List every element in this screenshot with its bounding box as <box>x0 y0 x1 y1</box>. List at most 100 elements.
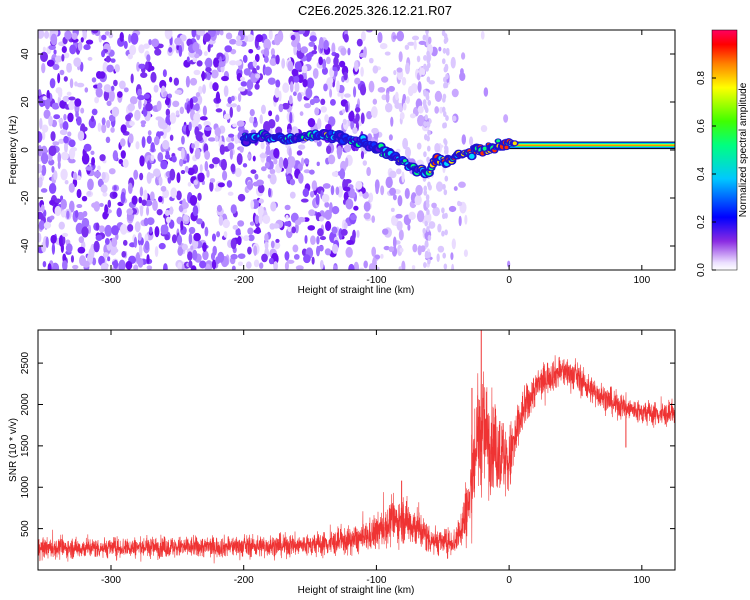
spectrogram-speckle <box>321 193 330 203</box>
spectrogram-speckle <box>398 266 403 270</box>
spectrogram-speckle <box>424 220 428 227</box>
spectrogram-speckle <box>418 40 427 46</box>
spectrogram-speckle <box>118 80 126 90</box>
spectrogram-speckle <box>272 223 280 229</box>
spectrogram-speckle <box>390 116 394 127</box>
spectrogram-speckle <box>294 219 302 226</box>
spectrogram-y-tick-label: 0 <box>20 147 31 153</box>
spectrogram-speckle <box>437 245 445 253</box>
spectrogram-speckle <box>337 92 341 97</box>
spectrogram-speckle <box>81 226 89 238</box>
spectrogram-speckle <box>48 44 56 51</box>
spectrogram-speckle <box>90 115 95 122</box>
spectrogram-speckle <box>273 261 278 270</box>
spectrogram-speckle <box>264 241 269 250</box>
spectrogram-speckle <box>186 153 190 163</box>
spectrogram-speckle <box>405 96 410 104</box>
spectrogram-speckle <box>346 239 354 246</box>
spectrogram-speckle <box>145 102 153 112</box>
colorbar-tick-label: 0.6 <box>696 119 707 133</box>
spectrogram-speckle <box>40 152 49 165</box>
spectrogram-speckle <box>443 263 448 270</box>
spectrogram-speckle <box>202 242 207 253</box>
ridge-blob <box>496 139 500 143</box>
spectrogram-speckle <box>63 113 67 121</box>
spectrogram-speckle <box>275 54 280 65</box>
spectrogram-speckle <box>237 253 246 260</box>
spectrogram-speckle <box>169 76 173 83</box>
spectrogram-speckle <box>330 98 336 106</box>
spectrogram-speckle <box>372 98 378 105</box>
spectrogram-speckle <box>442 183 446 190</box>
spectrogram-speckle <box>169 134 174 141</box>
spectrogram-speckle <box>235 40 243 47</box>
spectrogram-speckle <box>434 142 441 153</box>
spectrogram-speckle <box>427 62 431 69</box>
spectrogram-speckle <box>91 108 98 116</box>
spectrogram-speckle <box>180 147 185 160</box>
spectrogram-speckle <box>340 47 347 56</box>
spectrogram-speckle <box>181 135 185 145</box>
spectrogram-speckle <box>216 52 224 60</box>
spectrogram-speckle <box>197 172 205 183</box>
spectrogram-speckle <box>435 181 444 192</box>
spectrogram-speckle <box>423 63 427 70</box>
spectrogram-speckle <box>69 44 77 55</box>
spectrogram-speckle <box>69 200 75 213</box>
spectrogram-speckle <box>231 265 236 270</box>
spectrogram-speckle <box>154 246 159 258</box>
spectrogram-speckle <box>425 121 430 128</box>
spectrogram-speckle <box>327 116 336 127</box>
spectrogram-speckle <box>51 242 56 255</box>
spectrogram-speckle <box>81 153 90 165</box>
spectrogram-speckle <box>99 154 106 162</box>
spectrogram-speckle <box>83 44 91 51</box>
spectrogram-speckle <box>173 77 180 86</box>
spectrogram-speckle <box>385 176 393 189</box>
spectrogram-speckle <box>196 218 203 225</box>
spectrogram-speckle <box>146 265 153 270</box>
spectrogram-speckle <box>178 204 184 213</box>
spectrogram-speckle <box>437 223 442 233</box>
spectrogram-speckle <box>252 59 257 68</box>
spectrogram-speckle <box>215 91 221 104</box>
spectrogram-speckle <box>137 232 142 241</box>
spectrogram-speckle <box>394 102 401 110</box>
spectrogram-speckle <box>94 96 100 104</box>
spectrogram-speckle <box>146 217 155 226</box>
spectrogram-speckle <box>98 225 105 233</box>
spectrogram-speckle <box>444 82 449 89</box>
spectrogram-speckle <box>270 201 277 212</box>
spectrogram-speckle <box>68 96 76 101</box>
spectrogram-speckle <box>324 248 332 256</box>
spectrogram-speckle <box>389 170 397 179</box>
spectrogram-speckle <box>262 214 271 224</box>
spectrogram-speckle <box>77 41 83 52</box>
spectrogram-speckle <box>195 92 201 98</box>
spectrogram-speckle <box>49 215 55 220</box>
spectrogram-speckle <box>186 56 190 63</box>
spectrogram-speckle <box>395 91 399 101</box>
spectrogram-speckle <box>84 87 89 93</box>
spectrogram-y-label: Frequency (Hz) <box>8 116 19 185</box>
spectrogram-speckle <box>448 205 457 213</box>
spectrogram-speckle <box>259 262 264 269</box>
spectrogram-speckle <box>445 115 449 122</box>
spectrogram-speckle <box>296 42 301 52</box>
spectrogram-speckle <box>356 230 360 238</box>
spectrogram-speckle <box>39 117 43 130</box>
spectrogram-speckle <box>424 239 429 246</box>
spectrogram-speckle <box>209 163 215 169</box>
spectrogram-speckle <box>353 205 359 211</box>
spectrogram-speckle <box>371 215 376 223</box>
spectrogram-speckle <box>415 184 423 196</box>
spectrogram-speckle <box>209 178 216 183</box>
spectrogram-speckle <box>90 150 95 156</box>
spectrogram-speckle <box>218 215 224 226</box>
spectrogram-speckle <box>396 220 403 231</box>
spectrogram-speckle <box>207 44 211 53</box>
spectrogram-speckle <box>441 207 445 214</box>
snr-y-tick-label: 1000 <box>20 476 31 499</box>
spectrogram-speckle <box>340 228 348 236</box>
carrier-band-stripe <box>509 143 675 145</box>
